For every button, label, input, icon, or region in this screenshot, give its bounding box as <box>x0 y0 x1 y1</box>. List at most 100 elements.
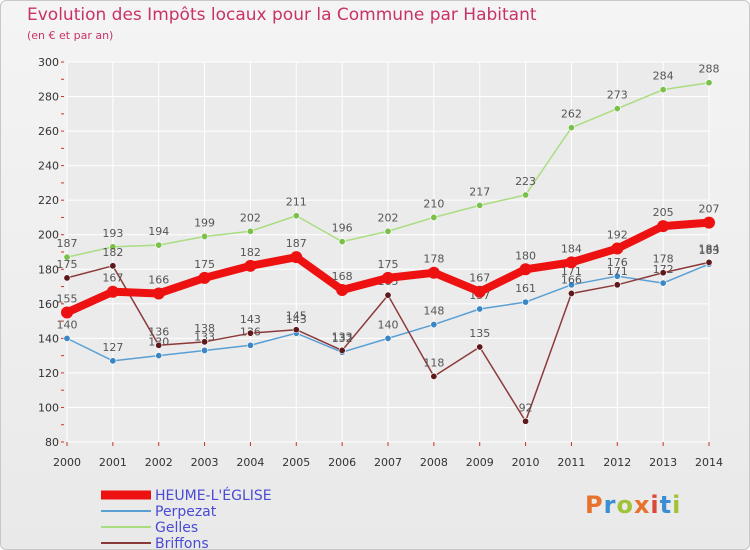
data-label: 175 <box>194 258 215 271</box>
data-point <box>384 334 392 342</box>
data-point <box>109 357 117 365</box>
data-point <box>659 279 667 287</box>
y-tick-label: 200 <box>38 229 59 242</box>
logo-letter: o <box>616 491 634 519</box>
data-label: 92 <box>519 401 533 414</box>
data-point <box>427 266 440 279</box>
data-label: 223 <box>515 175 536 188</box>
y-tick-label: 240 <box>38 160 59 173</box>
logo-letter: r <box>603 491 617 519</box>
data-label: 178 <box>423 253 444 266</box>
data-label: 155 <box>57 292 78 305</box>
data-label: 262 <box>561 108 582 121</box>
x-tick-label: 2006 <box>328 456 356 469</box>
data-label: 180 <box>515 249 536 262</box>
data-point <box>201 346 209 354</box>
data-label: 202 <box>378 211 399 224</box>
data-label: 175 <box>378 258 399 271</box>
x-tick-label: 2010 <box>512 456 540 469</box>
data-point <box>61 306 73 319</box>
y-tick-label: 300 <box>38 56 59 69</box>
logo-letter: x <box>633 491 651 519</box>
data-point <box>63 274 71 282</box>
data-label: 143 <box>240 313 261 326</box>
logo-letter: P <box>585 491 604 519</box>
data-point <box>338 346 346 354</box>
data-point <box>246 329 254 337</box>
data-label: 284 <box>653 70 674 83</box>
data-point <box>522 191 530 199</box>
data-label: 161 <box>515 282 536 295</box>
data-point <box>613 281 621 289</box>
legend-label: Gelles <box>155 520 198 536</box>
data-point <box>63 253 71 261</box>
data-point <box>155 352 163 360</box>
logo-letter: i <box>672 491 682 519</box>
data-label: 205 <box>653 206 674 219</box>
data-label: 210 <box>423 197 444 210</box>
data-label: 183 <box>699 244 720 257</box>
data-label: 187 <box>286 237 307 250</box>
x-tick-label: 2008 <box>420 456 448 469</box>
data-point <box>109 262 117 270</box>
y-tick-label: 180 <box>38 263 59 276</box>
data-point <box>201 232 209 240</box>
x-tick-label: 2012 <box>603 456 631 469</box>
data-label: 182 <box>102 246 123 259</box>
data-label: 175 <box>57 258 78 271</box>
legend-label: Briffons <box>155 536 209 549</box>
data-point <box>109 243 117 251</box>
legend-label: Perpezat <box>155 504 217 520</box>
data-label: 207 <box>699 203 720 216</box>
data-label: 118 <box>423 356 444 369</box>
legend-label: HEUME-L'ÉGLISE <box>155 487 272 504</box>
data-point <box>201 338 209 346</box>
data-point <box>659 86 667 94</box>
data-label: 148 <box>423 305 444 318</box>
data-label: 192 <box>607 229 628 242</box>
data-point <box>246 227 254 235</box>
logo-letter: i <box>650 491 660 519</box>
logo-letter: t <box>659 491 673 519</box>
data-label: 288 <box>699 63 720 76</box>
x-tick-label: 2001 <box>99 456 127 469</box>
data-label: 187 <box>57 237 78 250</box>
data-point <box>430 213 438 221</box>
data-point <box>430 372 438 380</box>
data-label: 127 <box>102 341 123 354</box>
data-point <box>473 285 486 298</box>
x-tick-label: 2007 <box>374 456 402 469</box>
chart-title: Evolution des Impôts locaux pour la Comm… <box>27 5 537 25</box>
data-label: 167 <box>102 272 123 285</box>
data-point <box>567 289 575 297</box>
data-point <box>611 242 624 255</box>
x-tick-label: 2013 <box>649 456 677 469</box>
data-label: 171 <box>561 265 582 278</box>
data-point <box>476 201 484 209</box>
data-point <box>476 343 484 351</box>
data-label: 135 <box>469 327 490 340</box>
x-tick-label: 2000 <box>53 456 81 469</box>
data-point <box>567 281 575 289</box>
data-label: 196 <box>332 222 353 235</box>
x-tick-label: 2014 <box>695 456 723 469</box>
y-tick-label: 140 <box>38 332 59 345</box>
data-label: 132 <box>332 332 353 345</box>
data-label: 184 <box>699 242 720 255</box>
y-tick-label: 160 <box>38 298 59 311</box>
data-point <box>567 124 575 132</box>
data-label: 176 <box>607 256 628 269</box>
data-point <box>476 305 484 313</box>
data-point <box>522 417 530 425</box>
x-tick-label: 2009 <box>466 456 494 469</box>
data-point <box>705 258 713 266</box>
data-point <box>336 284 349 296</box>
data-point <box>522 298 530 306</box>
data-label: 182 <box>240 246 261 259</box>
data-point <box>613 105 621 113</box>
data-label: 166 <box>148 273 169 286</box>
data-point <box>155 241 163 249</box>
data-point <box>519 263 532 276</box>
data-point <box>659 269 667 277</box>
